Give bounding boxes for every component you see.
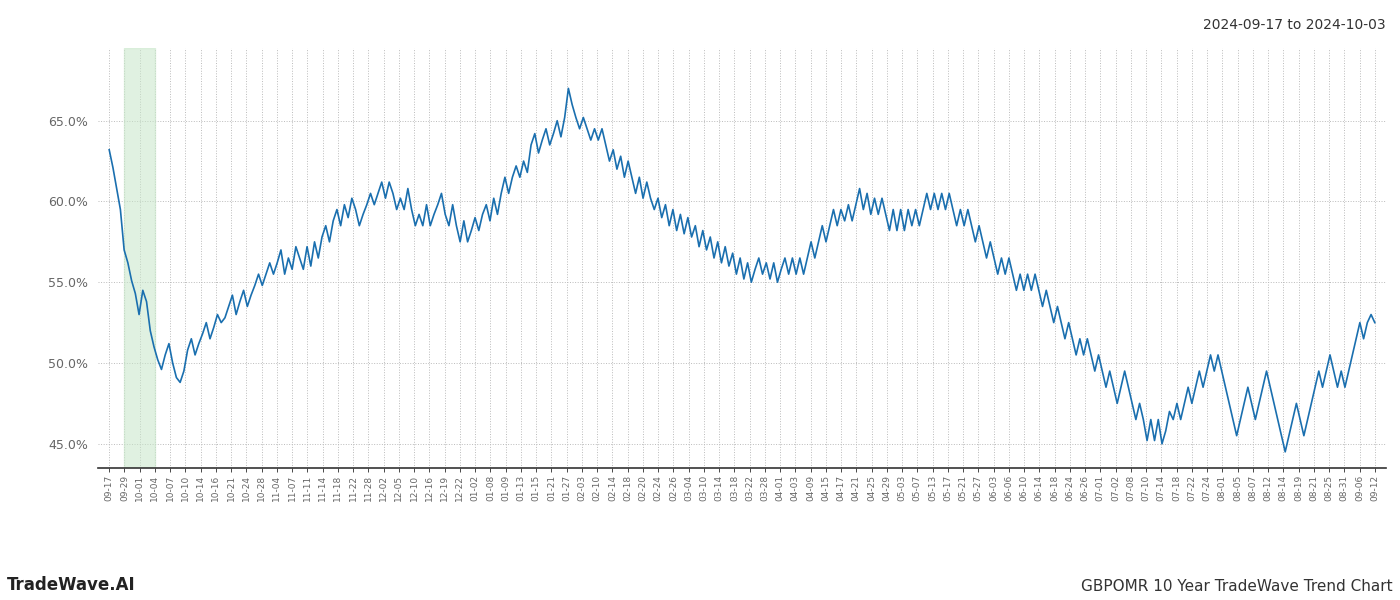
Text: TradeWave.AI: TradeWave.AI [7,576,136,594]
Text: 2024-09-17 to 2024-10-03: 2024-09-17 to 2024-10-03 [1204,18,1386,32]
Bar [125,48,155,468]
Text: GBPOMR 10 Year TradeWave Trend Chart: GBPOMR 10 Year TradeWave Trend Chart [1081,579,1393,594]
